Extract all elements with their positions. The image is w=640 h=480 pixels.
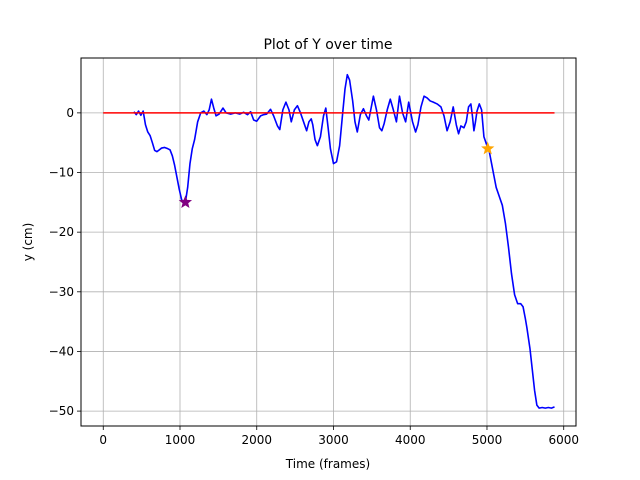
x-tick-label: 4000	[395, 433, 426, 447]
y-axis-label: y (cm)	[21, 223, 35, 262]
start-marker-star	[178, 195, 193, 208]
plot-area-frame	[80, 57, 577, 427]
x-tick-label: 5000	[472, 433, 503, 447]
x-tick-label: 6000	[548, 433, 579, 447]
y-tick-label: −10	[49, 166, 74, 180]
y-tick-label: 0	[66, 106, 74, 120]
data-layer	[103, 73, 555, 409]
axis-ticks: 0 1000 2000 3000 4000 5000 6000 0 −10 −20 −30 −40 −5…	[49, 106, 579, 447]
y-tick-label: −20	[49, 225, 74, 239]
x-tick-label: 0	[99, 433, 107, 447]
y-tick-label: −50	[49, 404, 74, 418]
y-tick-label: −30	[49, 285, 74, 299]
x-tick-label: 1000	[165, 433, 196, 447]
chart-title: Plot of Y over time	[263, 37, 392, 53]
y-tick-label: −40	[49, 344, 74, 358]
x-tick-label: 3000	[318, 433, 349, 447]
y-position-line	[133, 73, 555, 409]
x-axis-label: Time (frames)	[285, 457, 370, 471]
end-marker-star	[481, 141, 495, 155]
x-tick-label: 2000	[241, 433, 272, 447]
